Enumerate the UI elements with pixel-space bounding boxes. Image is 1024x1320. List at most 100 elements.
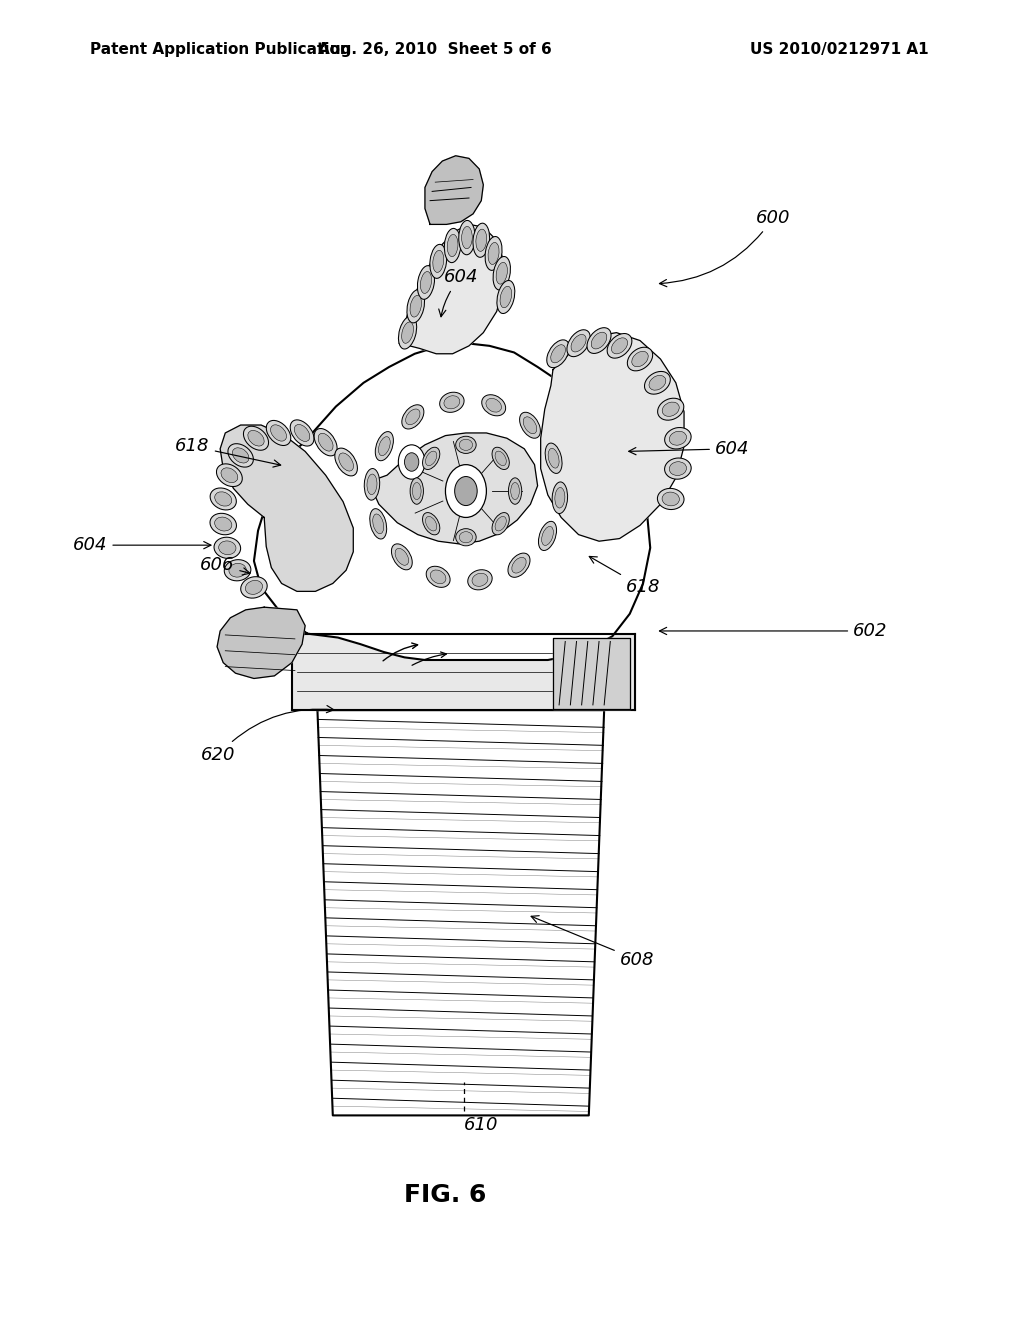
Ellipse shape: [246, 581, 262, 594]
Polygon shape: [254, 343, 650, 660]
Ellipse shape: [523, 417, 537, 434]
Ellipse shape: [373, 513, 384, 533]
Circle shape: [398, 445, 425, 479]
Polygon shape: [292, 634, 635, 710]
Ellipse shape: [215, 492, 231, 506]
Ellipse shape: [644, 371, 671, 395]
Ellipse shape: [219, 541, 236, 554]
Ellipse shape: [294, 425, 310, 441]
Ellipse shape: [485, 236, 502, 271]
Ellipse shape: [663, 492, 679, 506]
Ellipse shape: [444, 228, 461, 263]
Ellipse shape: [413, 482, 421, 500]
Ellipse shape: [542, 527, 553, 545]
Text: Patent Application Publication: Patent Application Publication: [90, 42, 351, 57]
Ellipse shape: [508, 553, 530, 577]
Ellipse shape: [426, 451, 437, 466]
Ellipse shape: [224, 560, 251, 581]
Ellipse shape: [426, 566, 451, 587]
Ellipse shape: [244, 426, 268, 450]
Polygon shape: [220, 425, 353, 591]
Ellipse shape: [221, 467, 238, 483]
Ellipse shape: [406, 409, 420, 425]
Ellipse shape: [410, 296, 422, 317]
Ellipse shape: [248, 430, 264, 446]
Ellipse shape: [539, 521, 557, 550]
Text: 618: 618: [589, 557, 660, 597]
Ellipse shape: [494, 256, 510, 290]
Ellipse shape: [423, 447, 439, 470]
Ellipse shape: [401, 322, 414, 343]
Text: 602: 602: [659, 622, 888, 640]
Ellipse shape: [216, 463, 243, 487]
Ellipse shape: [512, 557, 526, 573]
Ellipse shape: [430, 570, 445, 583]
Ellipse shape: [229, 564, 246, 577]
Ellipse shape: [486, 399, 502, 412]
Text: US 2010/0212971 A1: US 2010/0212971 A1: [751, 42, 929, 57]
Text: 600: 600: [659, 209, 791, 286]
Text: 606: 606: [200, 556, 250, 576]
Ellipse shape: [290, 420, 314, 446]
Ellipse shape: [632, 351, 648, 367]
Ellipse shape: [657, 399, 684, 420]
Ellipse shape: [607, 334, 632, 358]
Ellipse shape: [552, 482, 567, 513]
Polygon shape: [425, 156, 483, 224]
Ellipse shape: [500, 286, 512, 308]
Polygon shape: [541, 333, 684, 541]
Ellipse shape: [447, 235, 458, 256]
Ellipse shape: [519, 412, 541, 438]
Ellipse shape: [508, 478, 522, 504]
Ellipse shape: [567, 330, 590, 356]
Ellipse shape: [314, 429, 337, 455]
Ellipse shape: [649, 375, 666, 391]
Text: FIG. 6: FIG. 6: [404, 1183, 486, 1206]
Ellipse shape: [241, 577, 267, 598]
Circle shape: [404, 453, 419, 471]
Circle shape: [445, 465, 486, 517]
Ellipse shape: [555, 487, 565, 508]
Ellipse shape: [391, 544, 413, 570]
Polygon shape: [399, 224, 504, 354]
Ellipse shape: [587, 327, 611, 354]
Ellipse shape: [232, 447, 249, 463]
Polygon shape: [369, 433, 538, 544]
Ellipse shape: [591, 333, 607, 348]
Ellipse shape: [318, 433, 333, 451]
Ellipse shape: [468, 570, 493, 590]
Ellipse shape: [407, 289, 425, 323]
Ellipse shape: [548, 449, 559, 469]
Text: 608: 608: [531, 916, 654, 969]
Ellipse shape: [456, 436, 476, 454]
Text: 604: 604: [73, 536, 211, 554]
Ellipse shape: [473, 223, 489, 257]
Ellipse shape: [611, 338, 628, 354]
Ellipse shape: [439, 392, 464, 412]
Ellipse shape: [657, 488, 684, 510]
Ellipse shape: [459, 220, 475, 255]
Ellipse shape: [495, 451, 506, 466]
Ellipse shape: [495, 516, 506, 531]
Ellipse shape: [444, 396, 460, 409]
Ellipse shape: [497, 280, 515, 314]
Ellipse shape: [421, 272, 431, 293]
Ellipse shape: [210, 488, 237, 510]
Ellipse shape: [370, 508, 387, 539]
Ellipse shape: [663, 403, 679, 416]
Ellipse shape: [547, 339, 569, 368]
Ellipse shape: [665, 428, 691, 449]
Text: 604: 604: [438, 268, 478, 317]
Text: 604: 604: [629, 440, 750, 458]
Ellipse shape: [395, 548, 409, 565]
Circle shape: [455, 477, 477, 506]
Text: 618: 618: [175, 437, 281, 467]
Ellipse shape: [456, 528, 476, 546]
Ellipse shape: [215, 517, 231, 531]
Ellipse shape: [426, 516, 437, 531]
Ellipse shape: [339, 453, 353, 471]
Ellipse shape: [551, 345, 565, 363]
Ellipse shape: [481, 395, 506, 416]
Ellipse shape: [266, 420, 291, 446]
Polygon shape: [553, 638, 630, 709]
